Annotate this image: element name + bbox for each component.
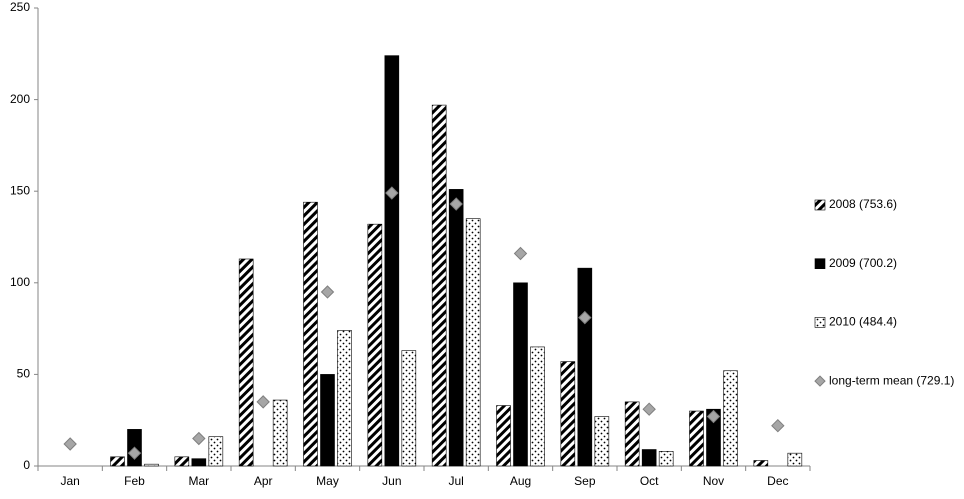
x-tick-label: Oct [640, 474, 659, 488]
bar [513, 282, 528, 467]
mean-marker [513, 246, 528, 261]
bar [238, 258, 254, 467]
x-tick-label: Sep [574, 474, 596, 488]
mean-marker [706, 409, 721, 424]
bar [367, 223, 383, 467]
bar [431, 104, 447, 467]
bar [577, 267, 593, 467]
legend-swatch [814, 317, 826, 328]
y-tick-label: 100 [10, 275, 30, 289]
y-tick-label: 50 [17, 367, 31, 381]
x-tick-label: Jul [448, 474, 463, 488]
legend-label: 2008 (753.6) [829, 197, 897, 211]
mean-marker [320, 285, 335, 299]
bar [641, 449, 657, 467]
bar [272, 399, 288, 467]
bar [706, 408, 721, 467]
mean-marker [578, 310, 592, 325]
bar [594, 416, 610, 467]
legend-swatch [814, 258, 826, 270]
bar [753, 460, 769, 467]
x-tick-label: Nov [703, 474, 724, 488]
bar [337, 330, 352, 467]
bar [465, 218, 481, 467]
bar [560, 361, 576, 467]
bar [320, 374, 335, 467]
mean-marker [771, 418, 785, 433]
bar [191, 458, 207, 467]
x-tick-label: Jun [382, 474, 401, 488]
legend-label: long-term mean (729.1) [829, 373, 954, 387]
legend-label: 2009 (700.2) [829, 256, 897, 270]
bar [144, 463, 159, 467]
mean-marker [63, 437, 77, 451]
x-tick-label: Feb [124, 474, 145, 488]
bar [723, 370, 738, 467]
bar [384, 55, 400, 467]
bar [208, 436, 224, 467]
x-tick-label: May [316, 474, 339, 488]
x-tick-label: Jan [60, 474, 79, 488]
x-tick-label: Dec [767, 474, 788, 488]
bar [624, 401, 640, 467]
bar [110, 456, 125, 467]
mean-marker [449, 197, 463, 211]
bar [174, 456, 190, 467]
mean-marker [127, 446, 142, 460]
y-tick-label: 150 [10, 183, 30, 197]
bar [658, 451, 674, 467]
mean-marker [192, 431, 206, 446]
bar [496, 405, 511, 467]
x-tick-label: Apr [254, 474, 273, 488]
bar [401, 350, 417, 467]
mean-marker [256, 395, 270, 409]
legend-label: 2010 (484.4) [829, 315, 897, 329]
y-tick-label: 200 [10, 92, 30, 106]
bar [689, 410, 704, 467]
y-tick-label: 250 [10, 0, 30, 14]
mean-marker [642, 402, 656, 416]
bar [787, 452, 803, 467]
x-tick-label: Mar [188, 474, 209, 488]
bar [530, 346, 545, 467]
bar [448, 189, 464, 467]
legend-marker [814, 375, 826, 387]
y-tick-label: 0 [23, 458, 30, 472]
bar [303, 201, 318, 467]
x-tick-label: Aug [510, 474, 531, 488]
mean-marker [385, 186, 399, 200]
legend-swatch [814, 199, 826, 211]
